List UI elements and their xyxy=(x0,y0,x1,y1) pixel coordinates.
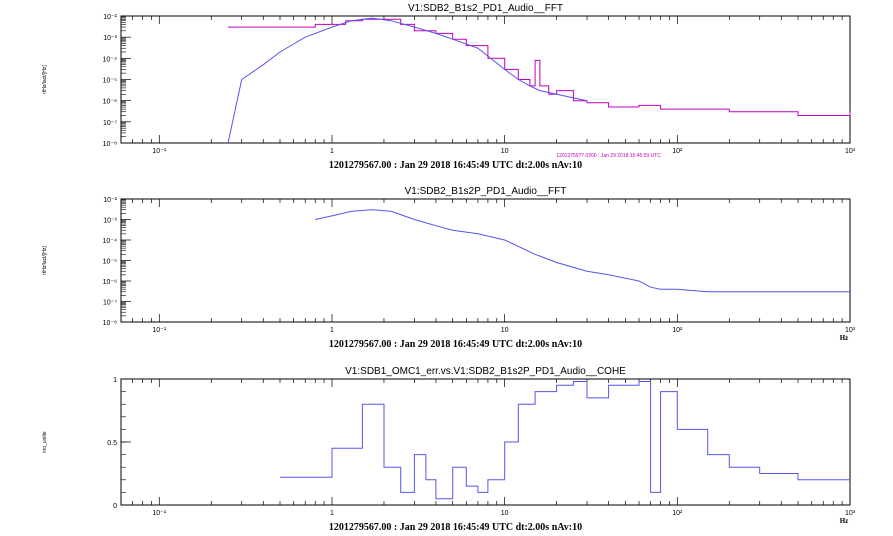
y-tick-label: 10⁻⁶ xyxy=(103,99,117,106)
chart-1: V1:SDB2_B1s2_PD1_Audio__FFT rtHz/lact/[Hz… xyxy=(42,3,856,171)
chart-2: V1:SDB2_B1s2P_PD1_Audio__FFT rtHz/lact/[H… xyxy=(42,186,856,350)
x-tick-label: 10² xyxy=(672,510,683,517)
y-tick-label: 10⁻⁸ xyxy=(103,141,117,148)
y-axis-label: rtHz/lact/[Hz] xyxy=(42,246,48,275)
chart-title: V1:SDB2_B1s2_PD1_Audio__FFT xyxy=(408,3,563,14)
x-tick-label: 10 xyxy=(501,327,509,334)
y-tick-label: 10⁻⁸ xyxy=(103,320,117,327)
y-tick-label: 10⁻⁴ xyxy=(103,238,118,245)
plot-frame xyxy=(120,378,851,506)
chart-3: V1:SDB1_OMC1_err.vs.V1:SDB2_B1s2P_PD1_Au… xyxy=(42,366,856,533)
x-tick-label: 1 xyxy=(330,148,334,155)
x-tick-label: 10⁻¹ xyxy=(152,327,166,334)
y-tick-label: 10⁻⁵ xyxy=(103,78,117,85)
y-tick-label: 10⁻⁶ xyxy=(103,279,117,286)
x-tick-label: 10⁻¹ xyxy=(152,148,166,155)
y-tick-label: 10⁻² xyxy=(103,14,117,21)
x-tick-label: 1 xyxy=(330,327,334,334)
series-line-1 xyxy=(280,381,850,500)
series-line-1 xyxy=(228,18,851,116)
x-tick-label: 10² xyxy=(672,327,683,334)
y-tick-label: 10⁻² xyxy=(103,197,117,204)
chart-footer: 1201279567.00 : Jan 29 2018 16:45:49 UTC… xyxy=(329,339,582,350)
plot-frame xyxy=(120,198,851,323)
x-tick-label: 1 xyxy=(330,510,334,517)
reference-annotation: 1201275977.0200 : Jan 29 2018 15:45:59 U… xyxy=(556,153,661,159)
chart-title: V1:SDB2_B1s2P_PD1_Audio__FFT xyxy=(405,186,567,197)
x-tick-label: 10³ xyxy=(845,510,856,517)
series-line-2 xyxy=(227,17,588,144)
y-tick-label: 10⁻⁴ xyxy=(103,56,118,63)
chart-title: V1:SDB1_OMC1_err.vs.V1:SDB2_B1s2P_PD1_Au… xyxy=(345,366,626,377)
x-axis-unit: Hz xyxy=(840,334,849,342)
x-tick-label: 10² xyxy=(672,148,683,155)
x-tick-label: 10³ xyxy=(845,148,856,155)
plot-frame xyxy=(120,15,851,144)
y-tick-label: 1 xyxy=(113,377,117,384)
y-axis-label: rtHz/lact/[Hz] xyxy=(42,65,48,94)
x-axis-unit: Hz xyxy=(840,517,849,525)
chart-footer: 1201279567.00 : Jan 29 2018 16:45:49 UTC… xyxy=(329,160,582,171)
x-tick-label: 10³ xyxy=(845,327,856,334)
series-line-1 xyxy=(315,209,850,293)
x-tick-label: 10 xyxy=(501,510,509,517)
y-tick-label: 10⁻⁷ xyxy=(103,300,117,307)
y-tick-label: 10⁻³ xyxy=(103,218,117,225)
y-tick-label: 10⁻⁵ xyxy=(103,259,117,266)
y-tick-label: 10⁻⁷ xyxy=(103,120,117,127)
x-tick-label: 10⁻¹ xyxy=(152,510,166,517)
chart-footer: 1201279567.00 : Jan 29 2018 16:45:49 UTC… xyxy=(329,522,582,533)
y-tick-label: 10⁻³ xyxy=(103,35,117,42)
y-axis-label: ino_unitle xyxy=(42,431,48,453)
x-tick-label: 10 xyxy=(501,148,509,155)
y-tick-label: 0.5 xyxy=(107,440,117,447)
y-tick-label: 0 xyxy=(113,503,117,510)
